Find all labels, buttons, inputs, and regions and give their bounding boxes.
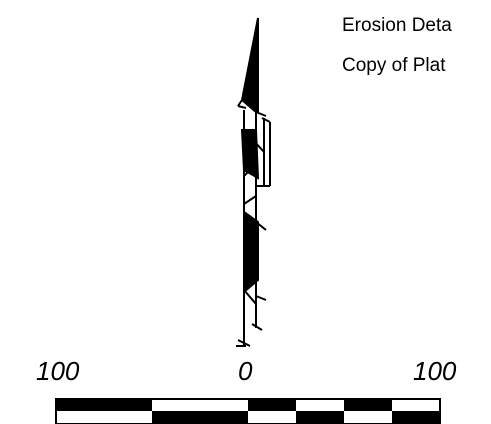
north-arrow-icon <box>237 17 259 115</box>
scale-bar <box>55 398 441 424</box>
note-erosion-detail: Erosion Deta <box>342 15 452 36</box>
scale-label-center: 0 <box>238 356 253 386</box>
note-copy-of-plat: Copy of Plat <box>342 55 446 76</box>
scale-label-right: 100 <box>413 356 457 386</box>
scale-label-left: 100 <box>36 356 80 386</box>
parcel-lines <box>236 110 271 347</box>
